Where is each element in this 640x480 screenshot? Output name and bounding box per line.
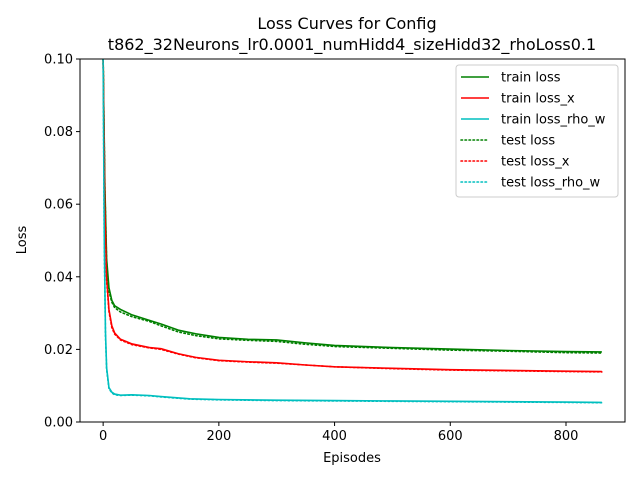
y-tick-label: 0.08 <box>44 125 73 140</box>
legend-box <box>455 64 619 198</box>
chart-subtitle: t862_32Neurons_lr0.0001_numHidd4_sizeHid… <box>108 35 596 55</box>
x-tick-label: 400 <box>322 429 347 444</box>
legend-label: test loss_x <box>501 155 570 170</box>
legend-label: test loss <box>501 134 555 149</box>
x-tick-label: 600 <box>438 429 463 444</box>
y-tick-label: 0.02 <box>44 343 73 358</box>
plot-area <box>102 59 603 404</box>
y-axis: 0.00 0.02 0.04 0.06 0.08 0.10 <box>44 53 80 431</box>
axes-frame <box>79 58 626 423</box>
legend-label: train loss_rho_w <box>501 113 606 128</box>
series-line-4 <box>102 59 603 373</box>
y-tick-label: 0.00 <box>44 416 73 431</box>
x-axis: 0 200 400 600 800 <box>99 422 578 444</box>
x-tick-label: 0 <box>99 429 107 444</box>
x-tick-label: 800 <box>554 429 579 444</box>
chart-title: Loss Curves for Config <box>257 14 436 33</box>
y-tick-label: 0.10 <box>44 53 73 68</box>
series-line-5 <box>102 59 603 404</box>
legend-label: train loss_x <box>501 92 575 107</box>
legend-label: train loss <box>501 71 561 86</box>
x-tick-label: 200 <box>206 429 231 444</box>
y-tick-label: 0.06 <box>44 198 73 213</box>
series-line-0 <box>102 59 602 353</box>
y-axis-label: Loss <box>15 226 30 255</box>
y-tick-label: 0.04 <box>44 270 73 285</box>
series-line-3 <box>102 59 603 354</box>
x-axis-label: Episodes <box>323 451 381 466</box>
legend-label: test loss_rho_w <box>501 176 601 191</box>
